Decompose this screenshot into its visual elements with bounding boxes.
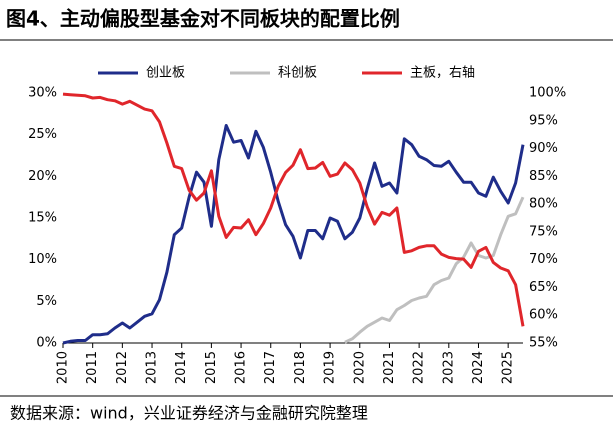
- y2-tick-label: 65%: [529, 280, 558, 295]
- x-tick-label: 2024: [471, 351, 486, 384]
- x-tick-label: 2013: [145, 351, 160, 384]
- x-tick-label: 2012: [115, 351, 130, 384]
- y-tick-label: 5%: [36, 294, 57, 309]
- x-tick-label: 2021: [382, 351, 397, 384]
- y2-tick-label: 75%: [529, 224, 558, 239]
- y2-tick-label: 55%: [529, 336, 558, 351]
- y-tick-label: 10%: [28, 252, 57, 267]
- y-tick-label: 0%: [36, 336, 57, 351]
- x-tick-label: 2017: [263, 351, 278, 384]
- legend-label: 科创板: [278, 66, 317, 81]
- y2-tick-label: 70%: [529, 252, 558, 267]
- x-tick-label: 2010: [56, 351, 71, 384]
- x-tick-label: 2023: [441, 351, 456, 384]
- x-tick-label: 2015: [204, 351, 219, 384]
- y-tick-label: 30%: [28, 86, 57, 101]
- x-tick-label: 2020: [352, 351, 367, 384]
- y2-tick-label: 90%: [529, 141, 558, 156]
- x-tick-label: 2011: [85, 351, 100, 384]
- x-tick-label: 2016: [234, 351, 249, 384]
- y-tick-label: 20%: [28, 169, 57, 184]
- series-line: [344, 196, 525, 344]
- x-tick-label: 2022: [412, 351, 427, 384]
- chart-title: 图4、主动偏股型基金对不同板块的配置比例: [6, 7, 400, 31]
- x-tick-label: 2025: [501, 351, 516, 384]
- y2-tick-label: 95%: [529, 113, 558, 128]
- y-tick-label: 15%: [28, 211, 57, 226]
- legend-label: 创业板: [146, 66, 185, 81]
- x-tick-label: 2018: [293, 351, 308, 384]
- x-tick-label: 2019: [323, 351, 338, 384]
- y-tick-label: 25%: [28, 127, 57, 142]
- y2-tick-label: 85%: [529, 169, 558, 184]
- legend-label: 主板，右轴: [410, 66, 475, 81]
- y2-tick-label: 80%: [529, 197, 558, 212]
- y2-tick-label: 60%: [529, 308, 558, 323]
- series-line: [62, 92, 525, 327]
- y2-tick-label: 100%: [529, 86, 566, 101]
- series-line: [62, 124, 525, 345]
- x-tick-label: 2014: [174, 351, 189, 384]
- source-note: 数据来源：wind，兴业证券经济与金融研究院整理: [10, 404, 368, 423]
